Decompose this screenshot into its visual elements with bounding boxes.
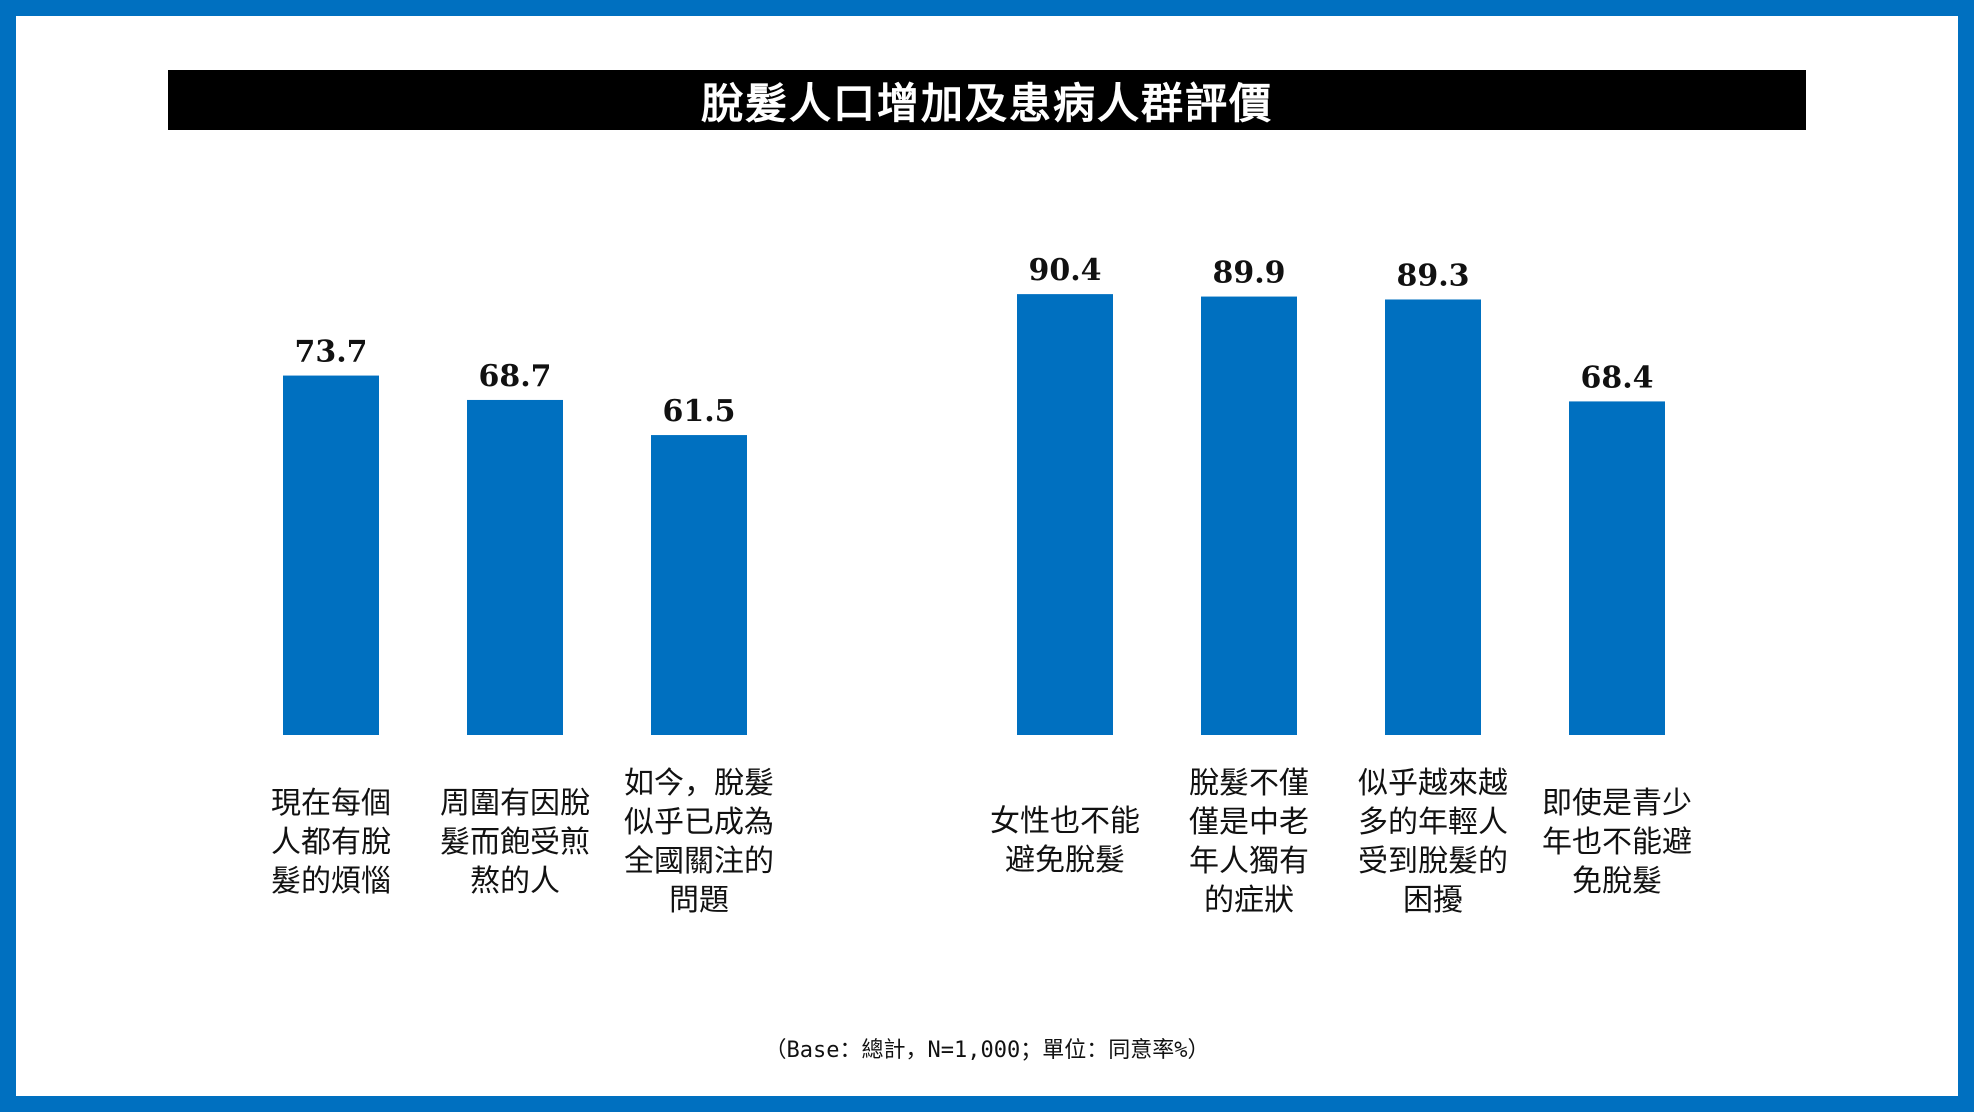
title-bar: 脫髮人口增加及患病人群評價 — [168, 70, 1806, 130]
bar-1-2 — [467, 399, 563, 735]
category-label: 即使是青少 年也不能避 免脫髮 — [1542, 786, 1692, 899]
bar-2-2 — [1201, 296, 1297, 735]
chart-title: 脫髮人口增加及患病人群評價 — [700, 78, 1273, 128]
bar-2-3 — [1385, 299, 1481, 735]
footnote: （Base：總計，N=1,000；單位：同意率%） — [764, 1038, 1210, 1063]
category-label: 如今，脫髮 似乎已成為 全國關注的 問題 — [624, 766, 774, 918]
bar-2-4 — [1569, 401, 1665, 735]
category-label: 現在每個 人都有脫 髮的煩惱 — [271, 786, 391, 899]
category-label: 周圍有因脫 髮而飽受煎 熬的人 — [440, 786, 590, 899]
value-label: 61.5 — [662, 394, 735, 429]
value-label: 73.7 — [294, 335, 367, 370]
bar-1-3 — [651, 435, 747, 735]
bar-1-1 — [283, 375, 379, 735]
value-label: 89.9 — [1212, 256, 1285, 291]
bar-2-1 — [1017, 294, 1113, 735]
category-label: 似乎越來越 多的年輕人 受到脫髮的 困擾 — [1358, 766, 1508, 918]
value-label: 89.3 — [1396, 258, 1469, 293]
category-label: 脫髮不僅 僅是中老 年人獨有 的症狀 — [1189, 766, 1309, 918]
value-label: 90.4 — [1028, 253, 1101, 288]
value-label: 68.4 — [1580, 360, 1653, 395]
value-label: 68.7 — [478, 359, 551, 394]
category-label: 女性也不能 避免脫髮 — [990, 804, 1140, 878]
